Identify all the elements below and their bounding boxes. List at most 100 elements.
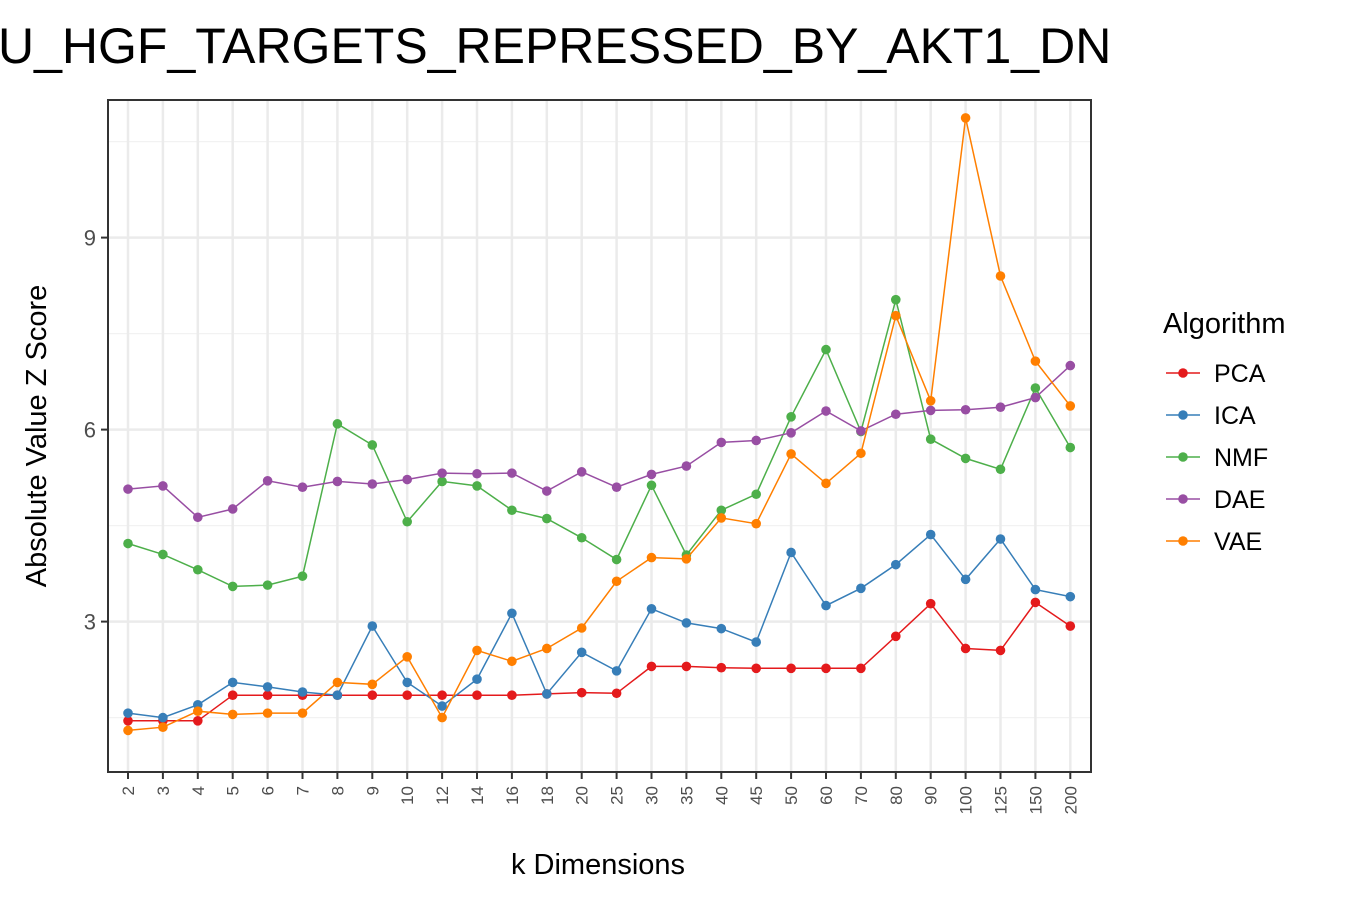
x-tick-label: 4	[189, 786, 208, 795]
data-point-vae	[576, 623, 587, 633]
data-point-dae	[332, 476, 343, 487]
x-tick-label: 100	[957, 786, 976, 814]
data-point-vae	[821, 478, 831, 489]
data-point-ica	[1030, 584, 1041, 595]
series-ica	[123, 529, 1076, 723]
data-point-dae	[925, 405, 936, 416]
data-point-dae	[227, 504, 238, 514]
data-point-ica	[751, 637, 761, 647]
data-point-nmf	[472, 481, 482, 491]
legend-item-ica: ICA	[1166, 402, 1256, 430]
legend-key-point	[1178, 536, 1188, 546]
data-point-vae	[158, 722, 168, 732]
data-point-nmf	[332, 419, 343, 429]
data-point-nmf	[542, 513, 552, 524]
data-point-pca	[123, 716, 133, 726]
data-point-vae	[367, 679, 378, 690]
data-point-vae	[542, 643, 552, 654]
x-axis-title: k Dimensions	[511, 849, 685, 881]
x-tick-label: 25	[608, 786, 627, 805]
data-point-ica	[681, 618, 692, 628]
data-point-ica	[402, 677, 413, 688]
x-tick-label: 6	[259, 786, 278, 795]
data-point-nmf	[507, 505, 517, 516]
legend-key-point	[1178, 452, 1188, 462]
legend: Algorithm PCA ICA NMF DAE VAE	[1163, 308, 1286, 556]
data-point-pca	[437, 690, 447, 700]
legend-label: NMF	[1214, 444, 1268, 472]
data-point-dae	[960, 404, 971, 415]
x-tick-label: 18	[538, 786, 557, 805]
data-point-ica	[1065, 591, 1076, 602]
data-point-ica	[960, 574, 971, 585]
data-point-nmf	[995, 464, 1006, 475]
legend-key-point	[1178, 368, 1188, 378]
data-point-vae	[437, 712, 447, 723]
data-point-vae	[507, 656, 517, 667]
plot-panel-border	[107, 99, 1092, 773]
data-point-nmf	[925, 434, 936, 445]
data-point-ica	[227, 677, 238, 688]
data-point-pca	[995, 645, 1006, 656]
data-point-dae	[123, 484, 133, 494]
x-tick-label: 70	[852, 786, 871, 805]
legend-item-pca: PCA	[1166, 360, 1266, 388]
data-point-vae	[1030, 356, 1041, 366]
x-tick-label: 50	[782, 786, 801, 805]
data-point-dae	[507, 468, 517, 478]
data-point-pca	[193, 716, 203, 726]
data-point-ica	[716, 623, 727, 634]
legend-label: DAE	[1214, 486, 1265, 514]
data-point-nmf	[786, 412, 796, 422]
data-point-ica	[821, 600, 831, 611]
chart-title: U_HGF_TARGETS_REPRESSED_BY_AKT1_DN	[0, 18, 1111, 74]
data-point-vae	[193, 706, 203, 716]
legend-item-dae: DAE	[1166, 486, 1265, 514]
series-line-pca	[128, 601, 1071, 722]
data-point-vae	[925, 396, 936, 406]
series-line-nmf	[127, 299, 1071, 588]
data-point-nmf	[891, 294, 901, 305]
data-point-dae	[576, 467, 587, 477]
data-point-ica	[856, 583, 866, 594]
data-point-vae	[681, 554, 692, 564]
x-tick-label: 10	[398, 786, 417, 805]
data-point-nmf	[402, 516, 413, 527]
data-point-ica	[611, 666, 622, 676]
x-tick-label: 2	[119, 786, 138, 795]
series-dae	[123, 360, 1076, 523]
data-point-pca	[716, 662, 727, 673]
data-point-dae	[891, 409, 901, 420]
data-point-ica	[297, 687, 308, 697]
data-point-ica	[786, 547, 796, 558]
data-point-dae	[402, 474, 413, 485]
data-point-pca	[821, 663, 831, 674]
x-tick-label: 20	[573, 786, 592, 805]
data-point-ica	[472, 674, 482, 684]
data-point-nmf	[158, 549, 168, 560]
legend-title: Algorithm	[1163, 308, 1286, 340]
data-point-ica	[262, 682, 273, 692]
data-point-vae	[995, 271, 1006, 281]
x-tick-label: 7	[294, 786, 313, 795]
data-point-pca	[681, 661, 692, 672]
data-point-dae	[611, 482, 622, 493]
data-point-vae	[472, 645, 482, 656]
y-tick-label: 3	[84, 610, 96, 635]
x-tick-label: 14	[468, 786, 487, 805]
data-point-vae	[332, 677, 343, 688]
data-point-nmf	[262, 580, 273, 590]
data-point-pca	[507, 690, 517, 700]
data-point-vae	[856, 448, 866, 459]
series-vae	[123, 113, 1076, 736]
data-point-ica	[437, 701, 447, 711]
data-point-nmf	[716, 505, 727, 516]
data-point-dae	[437, 468, 447, 478]
data-point-ica	[332, 690, 343, 700]
series-line-ica	[127, 533, 1071, 719]
y-axis: 3 6 9	[84, 226, 108, 635]
data-point-pca	[751, 663, 761, 674]
data-point-pca	[262, 690, 273, 700]
legend-key-point	[1178, 410, 1188, 420]
